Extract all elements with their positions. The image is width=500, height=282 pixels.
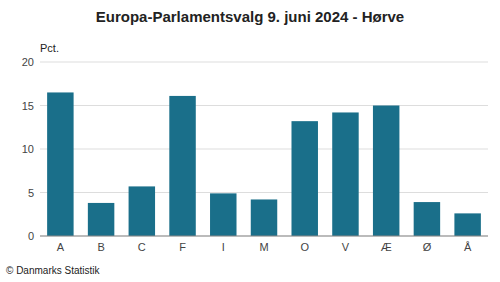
x-tick-label: M bbox=[259, 241, 268, 253]
bar bbox=[88, 203, 114, 236]
bar bbox=[210, 193, 236, 236]
x-tick-label: C bbox=[138, 241, 146, 253]
bar bbox=[47, 92, 73, 236]
bar bbox=[332, 112, 358, 236]
bar bbox=[251, 199, 277, 236]
bar bbox=[169, 96, 195, 236]
chart-svg: Europa-Parlamentsvalg 9. juni 2024 - Hør… bbox=[0, 0, 500, 282]
y-grid bbox=[40, 62, 488, 236]
bars bbox=[47, 92, 481, 236]
y-tick-label: 15 bbox=[22, 100, 34, 112]
bar bbox=[373, 106, 399, 237]
grid-line bbox=[40, 236, 488, 237]
x-tick-label: Ø bbox=[423, 241, 432, 253]
title: Europa-Parlamentsvalg 9. juni 2024 - Hør… bbox=[96, 8, 404, 25]
bar bbox=[129, 186, 155, 236]
grid-line bbox=[40, 149, 488, 150]
x-tick-label: B bbox=[97, 241, 104, 253]
x-tick-label: Å bbox=[464, 241, 472, 253]
x-axis-line bbox=[40, 236, 488, 237]
x-tick-label: V bbox=[342, 241, 350, 253]
bar bbox=[291, 121, 317, 236]
x-tick-label: O bbox=[300, 241, 309, 253]
y-axis-label: Pct. bbox=[40, 42, 59, 54]
bar bbox=[414, 202, 440, 236]
grid-line bbox=[40, 105, 488, 106]
x-tick-label: I bbox=[222, 241, 225, 253]
x-tick-label: F bbox=[179, 241, 186, 253]
grid-line bbox=[40, 62, 488, 63]
y-tick-label: 0 bbox=[28, 230, 34, 242]
footer: © Danmarks Statistik bbox=[6, 265, 101, 276]
chart-container: Europa-Parlamentsvalg 9. juni 2024 - Hør… bbox=[0, 0, 500, 282]
y-tick-label: 5 bbox=[28, 187, 34, 199]
grid-line bbox=[40, 192, 488, 193]
bar bbox=[454, 213, 480, 236]
x-tick-label: Æ bbox=[381, 241, 392, 253]
y-tick-label: 20 bbox=[22, 56, 34, 68]
y-tick-label: 10 bbox=[22, 143, 34, 155]
x-tick-label: A bbox=[57, 241, 65, 253]
